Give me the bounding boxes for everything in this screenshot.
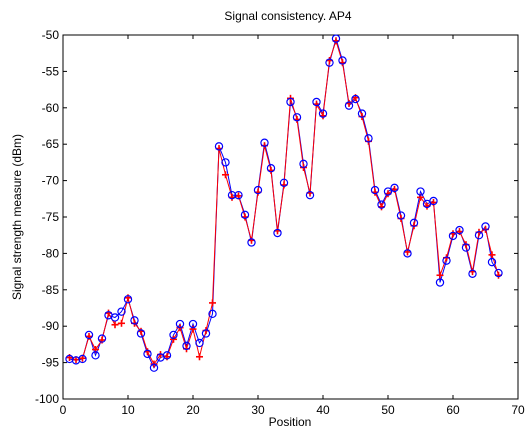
x-tick-label: 50 bbox=[381, 403, 395, 417]
data-point-circle bbox=[409, 218, 419, 228]
data-point-circle bbox=[403, 249, 412, 258]
data-point-plus bbox=[222, 171, 229, 179]
data-point-circle bbox=[84, 330, 94, 340]
data-point-circle bbox=[377, 200, 386, 209]
y-tick-label: -70 bbox=[42, 174, 60, 188]
data-point-circle bbox=[390, 183, 399, 193]
y-tick-label: -55 bbox=[42, 64, 60, 78]
data-point-circle bbox=[299, 159, 308, 169]
y-tick-label: -80 bbox=[42, 246, 60, 260]
data-point-circle bbox=[416, 187, 425, 196]
data-point-circle bbox=[383, 187, 393, 196]
x-tick-label: 30 bbox=[251, 403, 265, 417]
data-point-circle bbox=[338, 56, 347, 65]
data-point-circle bbox=[188, 319, 198, 329]
data-point-plus bbox=[209, 299, 216, 307]
data-point-circle bbox=[487, 257, 497, 267]
data-point-circle bbox=[442, 256, 451, 265]
data-point-circle bbox=[253, 185, 263, 195]
data-point-circle bbox=[136, 329, 146, 338]
y-tick-label: -75 bbox=[42, 210, 60, 224]
data-point-plus bbox=[111, 321, 119, 329]
data-point-circle bbox=[455, 225, 464, 235]
data-point-circle bbox=[240, 210, 250, 220]
data-point-circle bbox=[494, 268, 503, 278]
data-point-circle bbox=[175, 319, 185, 329]
y-tick-labels: -100 -95 -90 -85 -80 -75 -70 -65 -60 -55 -50 bbox=[35, 28, 59, 406]
data-point-circle bbox=[344, 101, 354, 110]
y-tick-label: -60 bbox=[42, 101, 60, 115]
x-tick-label: 70 bbox=[511, 403, 525, 417]
data-point-circle bbox=[474, 230, 484, 240]
data-point-plus bbox=[118, 319, 125, 327]
data-point-circle bbox=[143, 349, 152, 359]
x-tick-label: 0 bbox=[60, 403, 67, 417]
data-point-circle bbox=[318, 109, 328, 118]
x-tick-label: 60 bbox=[446, 403, 460, 417]
x-tick-label: 40 bbox=[316, 403, 330, 417]
data-point-circle bbox=[97, 334, 107, 343]
data-point-circle bbox=[331, 34, 341, 43]
data-point-circle bbox=[279, 178, 289, 187]
y-tick-label: -100 bbox=[35, 392, 59, 406]
data-point-circle bbox=[227, 190, 237, 200]
data-point-circle bbox=[221, 158, 230, 167]
x-tick-label: 10 bbox=[121, 403, 135, 417]
data-point-circle bbox=[305, 190, 315, 200]
data-point-circle bbox=[370, 185, 380, 195]
data-point-circle bbox=[130, 316, 139, 325]
data-point-plus bbox=[196, 353, 203, 361]
data-point-circle bbox=[448, 231, 458, 241]
chart-title: Signal consistency. AP4 bbox=[224, 9, 352, 23]
data-point-circle bbox=[149, 363, 159, 372]
y-tick-label: -50 bbox=[42, 28, 60, 42]
data-point-circle bbox=[273, 228, 282, 238]
data-point-circle bbox=[481, 222, 490, 231]
data-point-circle bbox=[78, 354, 87, 364]
data-point-circle bbox=[195, 338, 204, 348]
data-point-plus bbox=[488, 251, 496, 259]
tick-marks bbox=[62, 34, 519, 400]
data-point-circle bbox=[364, 134, 373, 143]
data-point-circle bbox=[351, 94, 360, 104]
data-point-circle bbox=[292, 113, 302, 122]
data-point-circle bbox=[396, 211, 406, 220]
data-point-circle bbox=[357, 109, 367, 118]
data-point-plus bbox=[170, 335, 177, 343]
y-axis-title: Signal strength measure (dBm) bbox=[10, 134, 24, 300]
series-markers bbox=[65, 34, 503, 372]
data-point-circle bbox=[201, 329, 211, 338]
data-point-circle bbox=[435, 278, 445, 287]
data-point-circle bbox=[208, 309, 217, 319]
y-tick-label: -95 bbox=[42, 356, 60, 370]
data-point-circle bbox=[325, 58, 334, 67]
x-axis-title: Position bbox=[269, 415, 312, 429]
data-point-circle bbox=[123, 295, 133, 304]
y-tick-label: -65 bbox=[42, 137, 60, 151]
data-point-circle bbox=[117, 307, 126, 316]
data-point-circle bbox=[312, 97, 321, 107]
data-point-circle bbox=[247, 238, 256, 247]
data-point-plus bbox=[436, 271, 444, 279]
data-point-circle bbox=[266, 164, 276, 173]
data-point-plus bbox=[189, 325, 197, 333]
y-tick-label: -90 bbox=[42, 319, 60, 333]
data-point-circle bbox=[461, 243, 471, 252]
data-point-circle bbox=[182, 341, 191, 351]
y-tick-label: -85 bbox=[42, 283, 60, 297]
x-tick-label: 20 bbox=[186, 403, 200, 417]
data-point-circle bbox=[260, 138, 269, 147]
data-point-circle bbox=[162, 351, 172, 360]
data-point-circle bbox=[91, 351, 100, 360]
data-point-circle bbox=[169, 330, 178, 340]
plot-area bbox=[62, 34, 519, 400]
data-point-circle bbox=[234, 190, 243, 200]
data-point-circle bbox=[429, 196, 438, 206]
data-point-circle bbox=[468, 269, 477, 278]
data-point-circle bbox=[286, 97, 295, 107]
data-point-circle bbox=[110, 313, 120, 322]
data-point-circle bbox=[214, 142, 224, 151]
x-tick-labels: 0 10 20 30 40 50 60 70 bbox=[60, 403, 525, 417]
